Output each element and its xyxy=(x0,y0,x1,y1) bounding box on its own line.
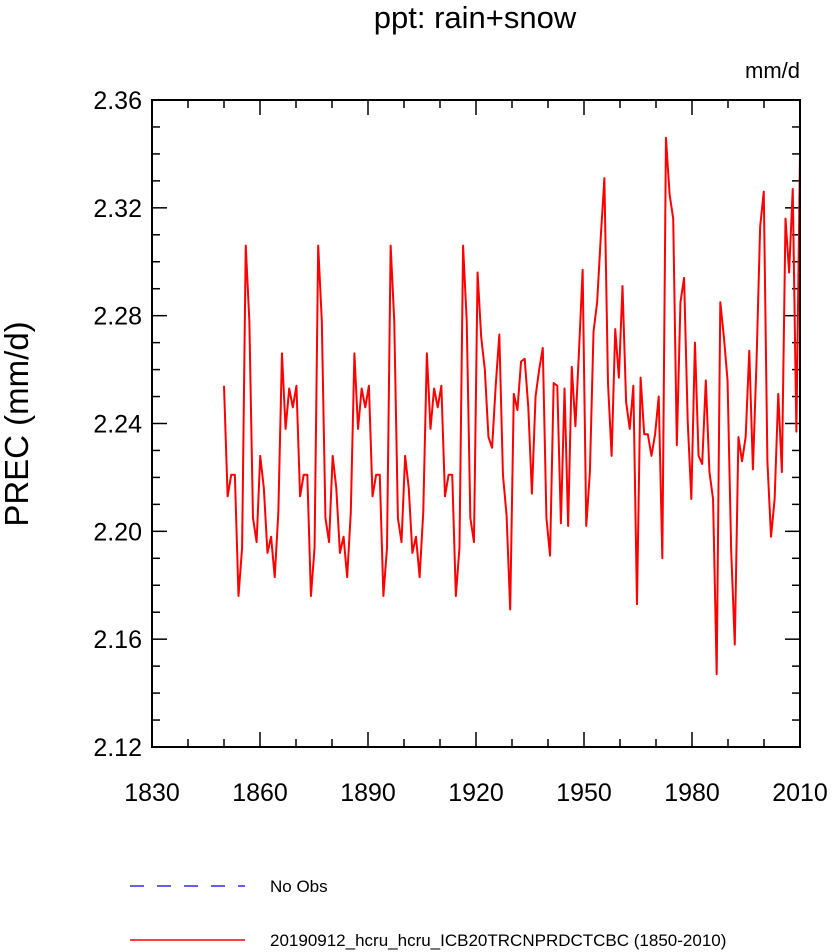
y-tick-label: 2.20 xyxy=(93,518,142,546)
y-tick-label: 2.28 xyxy=(93,303,142,331)
y-axis-label: PREC (mm/d) xyxy=(0,321,35,526)
x-tick-label: 2010 xyxy=(772,779,828,807)
plot-frame xyxy=(151,99,801,748)
chart-title: ppt: rain+snow xyxy=(374,0,577,35)
x-tick-label: 1980 xyxy=(664,779,720,807)
y-tick-label: 2.36 xyxy=(93,87,142,115)
legend: No Obs 20190912_hcru_hcru_ICB20TRCNPRDCT… xyxy=(130,877,726,950)
series-layer xyxy=(223,136,801,676)
x-axis-tick-labels: 1830 1860 1890 1920 1950 1980 2010 xyxy=(124,779,828,807)
x-tick-label: 1890 xyxy=(340,779,396,807)
y-tick-label: 2.12 xyxy=(93,734,142,762)
y-tick-label: 2.32 xyxy=(93,195,142,223)
y-tick-label: 2.24 xyxy=(93,411,142,439)
x-tick-label: 1860 xyxy=(232,779,288,807)
y-tick-label: 2.16 xyxy=(93,626,142,654)
series-line-model xyxy=(223,136,801,676)
x-tick-label: 1920 xyxy=(448,779,504,807)
x-tick-label: 1950 xyxy=(556,779,612,807)
units-label: mm/d xyxy=(745,58,800,83)
legend-label-no-obs: No Obs xyxy=(270,877,328,896)
legend-label-model: 20190912_hcru_hcru_ICB20TRCNPRDCTCBC (18… xyxy=(270,931,726,950)
y-axis-tick-labels: 2.12 2.16 2.20 2.24 2.28 2.32 2.36 xyxy=(93,87,142,762)
x-tick-label: 1830 xyxy=(124,779,180,807)
